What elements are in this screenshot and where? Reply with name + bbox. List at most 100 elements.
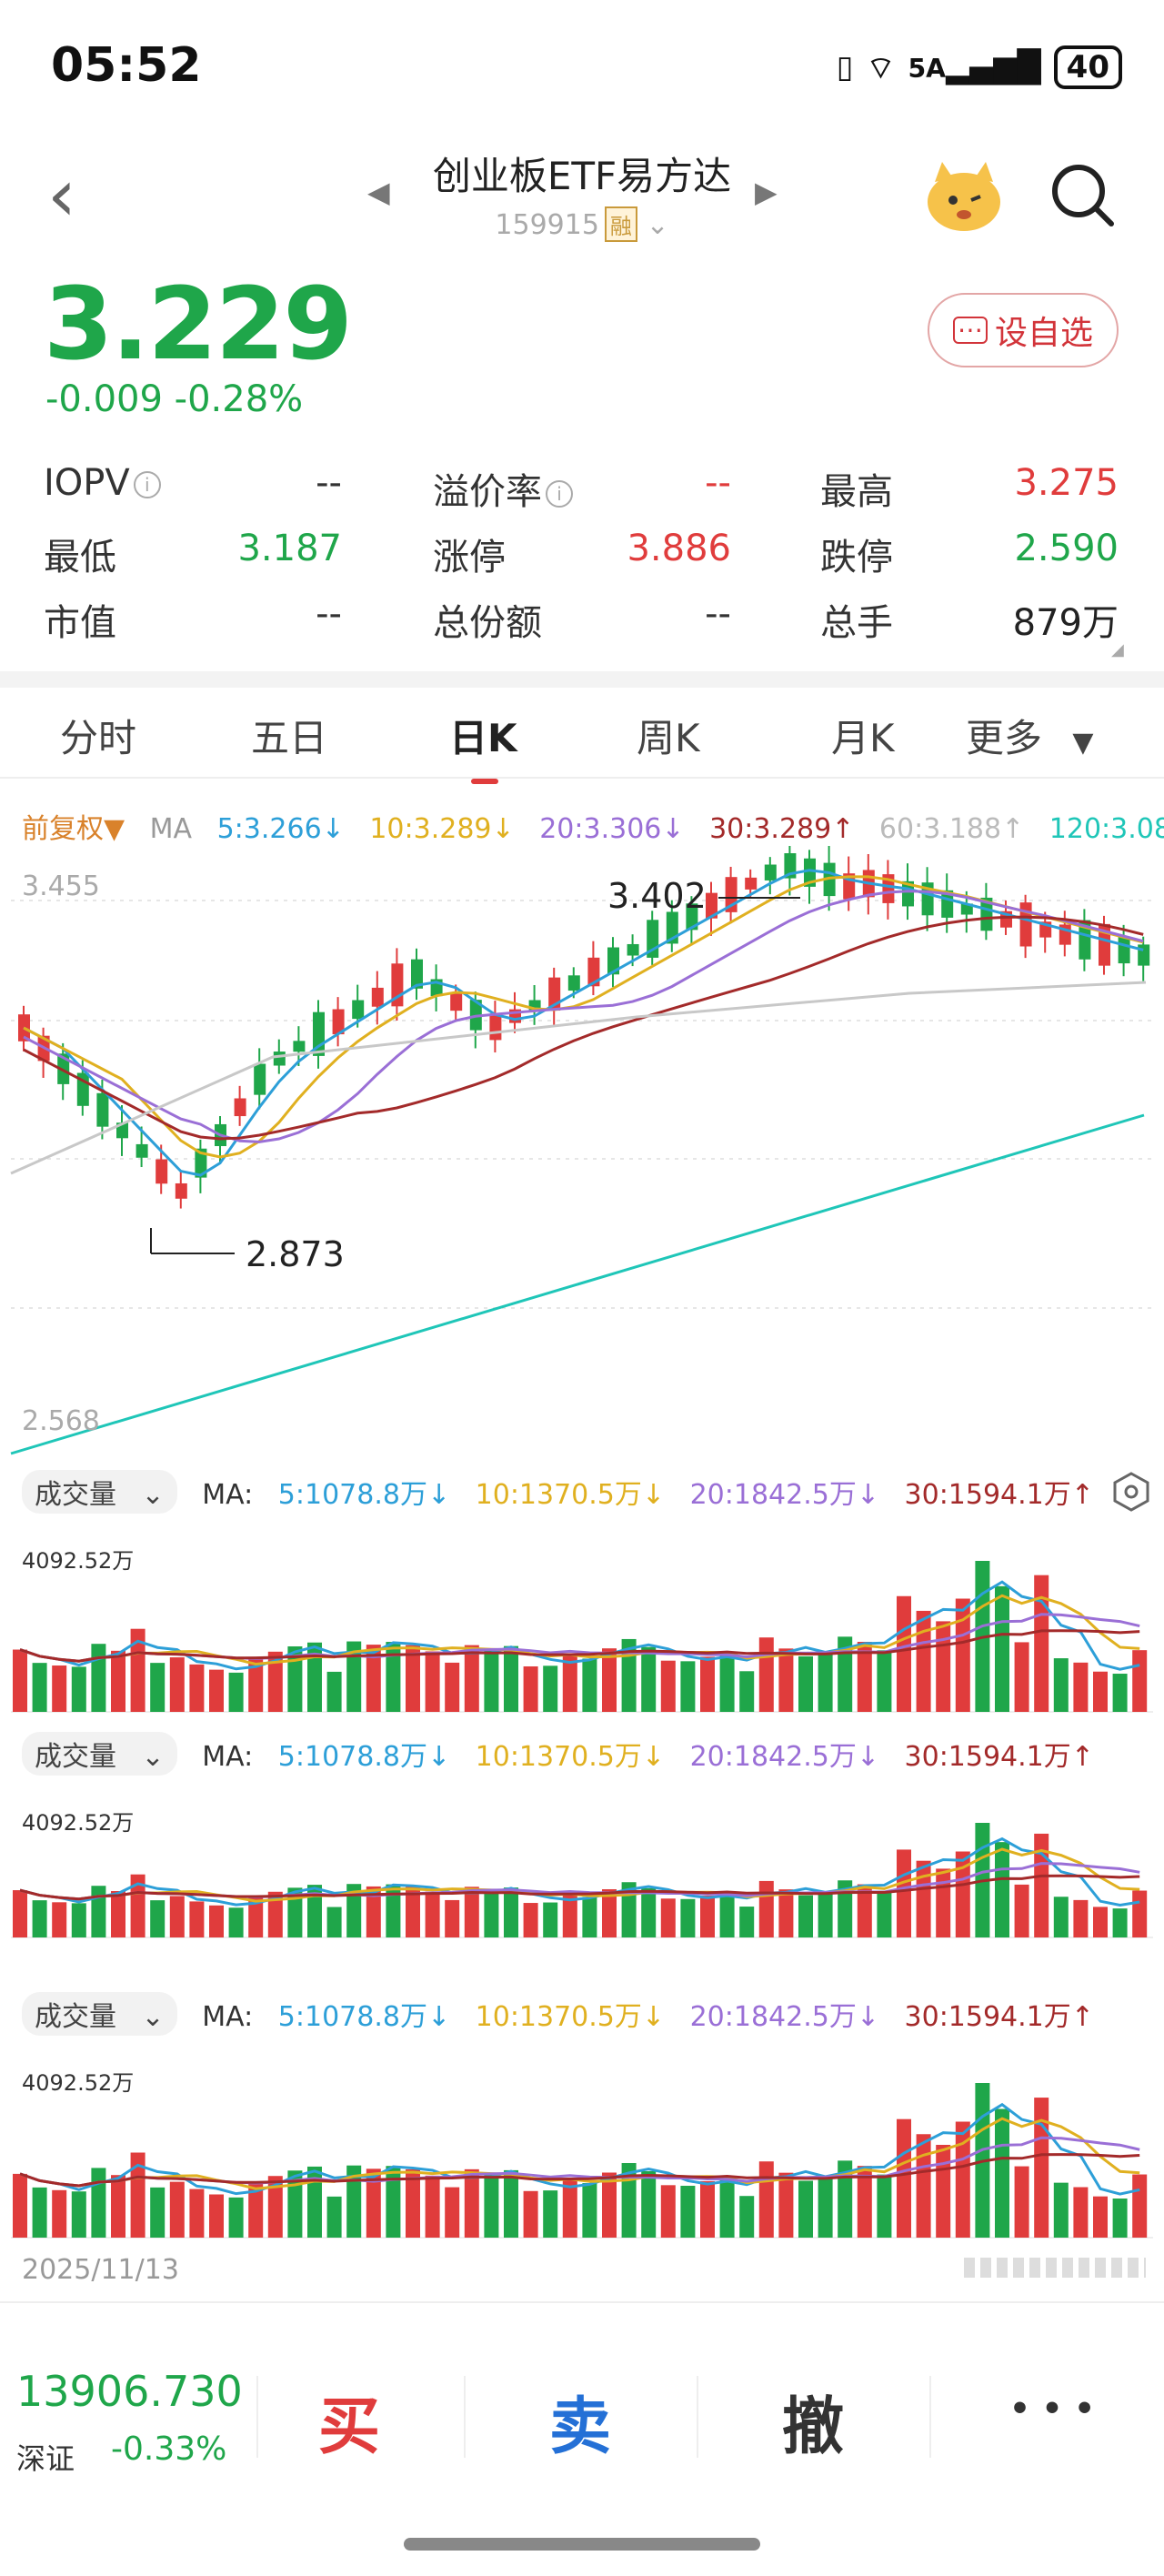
volume-bar [406,1887,420,1937]
vol-ma5: 5:1078.8万↓ [277,1741,451,1773]
volume-bar [739,1907,755,1937]
stat-value-iopv: -- [316,462,342,504]
wifi-icon: ⌔ [866,49,896,86]
volume-bar [680,1661,696,1712]
volume-bar [582,1658,597,1712]
indicator-selector[interactable]: 成交量 ⌄ [22,1470,177,1514]
tab-daily-k[interactable]: 日K [449,716,517,760]
volume-bar [32,2187,47,2238]
candlestick-chart[interactable]: 3.455 2.568 3.402 2.873 [0,846,1164,1464]
volume-bar [504,1887,518,1937]
volume-bar [484,1890,499,1937]
tab-intraday[interactable]: 分时 [60,716,137,760]
stat-label-limit-down: 跌停 [820,537,893,579]
price-change: -0.009 -0.28% [45,378,303,420]
tab-more[interactable]: 更多 ▼ [966,716,1094,760]
scroll-indicator[interactable] [964,2258,1146,2278]
volume-bar [877,2174,892,2238]
candle-body [1019,902,1032,947]
volume-chart-3[interactable] [0,2050,1164,2245]
indicator-selector[interactable]: 成交量 ⌄ [22,1992,177,2036]
vibrate-icon: ▯ [836,49,854,86]
volume-bar [1073,2187,1089,2238]
prev-stock-icon[interactable]: ◀ [367,175,390,209]
volume-bar [955,2121,970,2238]
mascot-icon[interactable] [918,155,1009,236]
settings-hex-icon[interactable] [1111,1472,1151,1512]
signal-icon: 5A▂▄▆█ [908,49,1041,86]
volume-bar [425,1891,440,1937]
volume-bar [326,1671,342,1712]
volume-bar [13,2173,27,2238]
candle-body [686,903,698,931]
chevron-down-icon[interactable]: ⌄ [646,209,669,241]
volume-bar [838,1636,853,1712]
volume-bar [582,1897,597,1937]
candle-body [96,1092,109,1127]
volume-bar [758,1880,774,1937]
vol-ma5-line [19,2102,1140,2196]
candle-body [371,987,384,1007]
bottom-trade-bar: 13906.730 深证 -0.33% 买 卖 撤 • • • [0,2301,1164,2501]
volume-bar [916,1610,931,1712]
candle-body [273,1052,286,1066]
volume-bar [267,1891,283,1937]
sell-button[interactable]: 卖 [549,2391,612,2463]
volume-bar [955,1851,970,1937]
volume-bar [523,2190,538,2238]
volume-bar [523,1665,538,1712]
next-stock-icon[interactable]: ▶ [755,175,778,209]
volume-bar [189,2189,205,2238]
vol-ma30: 30:1594.1万↑ [904,2001,1094,2033]
volume-bar [484,1649,499,1712]
tab-monthly-k[interactable]: 月K [831,716,895,760]
more-button[interactable]: • • • [1009,2390,1096,2428]
index-value[interactable]: 13906.730 [16,2367,243,2416]
volume-bar [818,1652,833,1712]
volume-bar [130,2152,146,2238]
y-axis-top-label: 3.455 [22,870,100,902]
tab-five-day[interactable]: 五日 [251,716,328,760]
volume-chart-2[interactable] [0,1790,1164,1945]
volume-bar [719,2176,735,2238]
y-axis-bottom-label: 2.568 [22,1405,100,1437]
home-indicator[interactable] [404,2538,760,2551]
add-watchlist-button[interactable]: ⋯ 设自选 [928,293,1119,367]
info-icon[interactable]: i [546,480,573,508]
volume-bar [680,1898,696,1937]
tab-weekly-k[interactable]: 周K [637,716,700,760]
volume-bar [386,2166,401,2238]
period-tabs: 分时 五日 日K 周K 月K 更多 ▼ [0,688,1164,779]
volume-bar [562,1655,577,1712]
volume-bar [111,1650,125,1712]
cancel-order-button[interactable]: 撤 [782,2391,845,2463]
volume-bar [543,1665,558,1712]
candle-body [175,1182,187,1199]
volume-bar [13,1890,27,1937]
search-icon[interactable] [1048,160,1117,229]
volume-bar [346,2165,362,2238]
expand-corner-icon[interactable]: ◢ [1111,640,1124,659]
volume-bar [660,2185,676,2238]
candle-body [293,1041,306,1052]
volume-bar [326,2196,342,2238]
volume-bar [228,2197,244,2238]
volume-bar [464,1887,479,1937]
indicator-selector[interactable]: 成交量 ⌄ [22,1732,177,1776]
volume-panel-2-header: 成交量 ⌄ MA: 5:1078.8万↓ 10:1370.5万↓ 20:1842… [22,1732,1110,1776]
candle-body [489,1014,502,1041]
info-icon[interactable]: i [133,471,161,498]
volume-bar [1034,1575,1049,1712]
volume-bar [228,1907,244,1937]
volume-chart-1[interactable] [0,1528,1164,1719]
ma120-line [10,1113,1145,1455]
volume-bar [307,1885,322,1937]
volume-bar [366,1886,381,1937]
back-button[interactable]: ‹ [47,153,76,237]
title-block[interactable]: 创业板ETF易方达 159915 融 ⌄ [0,146,1164,242]
buy-button[interactable]: 买 [318,2391,381,2463]
candle-body [352,1000,365,1020]
volume-bar [130,1874,146,1937]
adjust-selector[interactable]: 前复权▼ [22,813,125,845]
volume-bar [1053,2182,1069,2238]
